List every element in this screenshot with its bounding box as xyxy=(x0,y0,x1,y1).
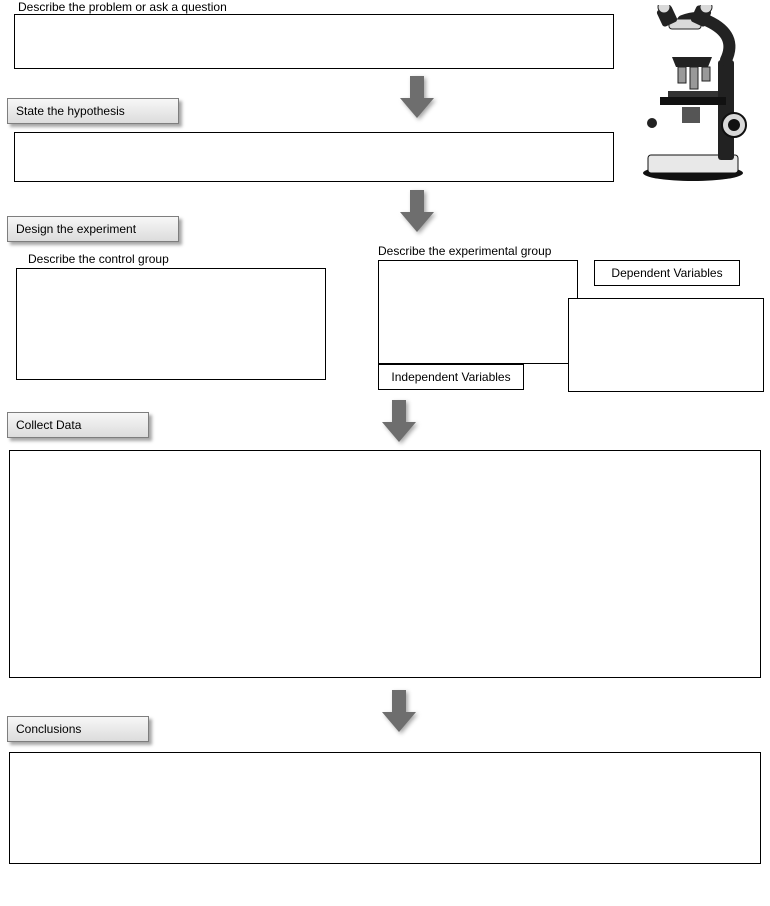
arrow-down-1 xyxy=(400,76,434,118)
problem-label: Describe the problem or ask a question xyxy=(18,0,227,14)
arrow-down-4 xyxy=(382,690,416,732)
experimental-group-box xyxy=(378,260,578,364)
independent-variables-label-box: Independent Variables xyxy=(378,364,524,390)
hypothesis-step-button[interactable]: State the hypothesis xyxy=(7,98,179,124)
microscope-icon xyxy=(628,5,758,185)
control-group-label: Describe the control group xyxy=(28,252,169,266)
control-group-box xyxy=(16,268,326,380)
worksheet-canvas: Describe the problem or ask a question xyxy=(0,0,770,906)
collect-data-step-button[interactable]: Collect Data xyxy=(7,412,149,438)
problem-box xyxy=(14,14,614,69)
conclusions-box xyxy=(9,752,761,864)
arrow-down-3 xyxy=(382,400,416,442)
hypothesis-box xyxy=(14,132,614,182)
dependent-variables-box xyxy=(568,298,764,392)
experimental-group-label: Describe the experimental group xyxy=(378,244,551,258)
arrow-down-2 xyxy=(400,190,434,232)
dependent-variables-label-box: Dependent Variables xyxy=(594,260,740,286)
conclusions-step-button[interactable]: Conclusions xyxy=(7,716,149,742)
collect-data-box xyxy=(9,450,761,678)
design-step-button[interactable]: Design the experiment xyxy=(7,216,179,242)
